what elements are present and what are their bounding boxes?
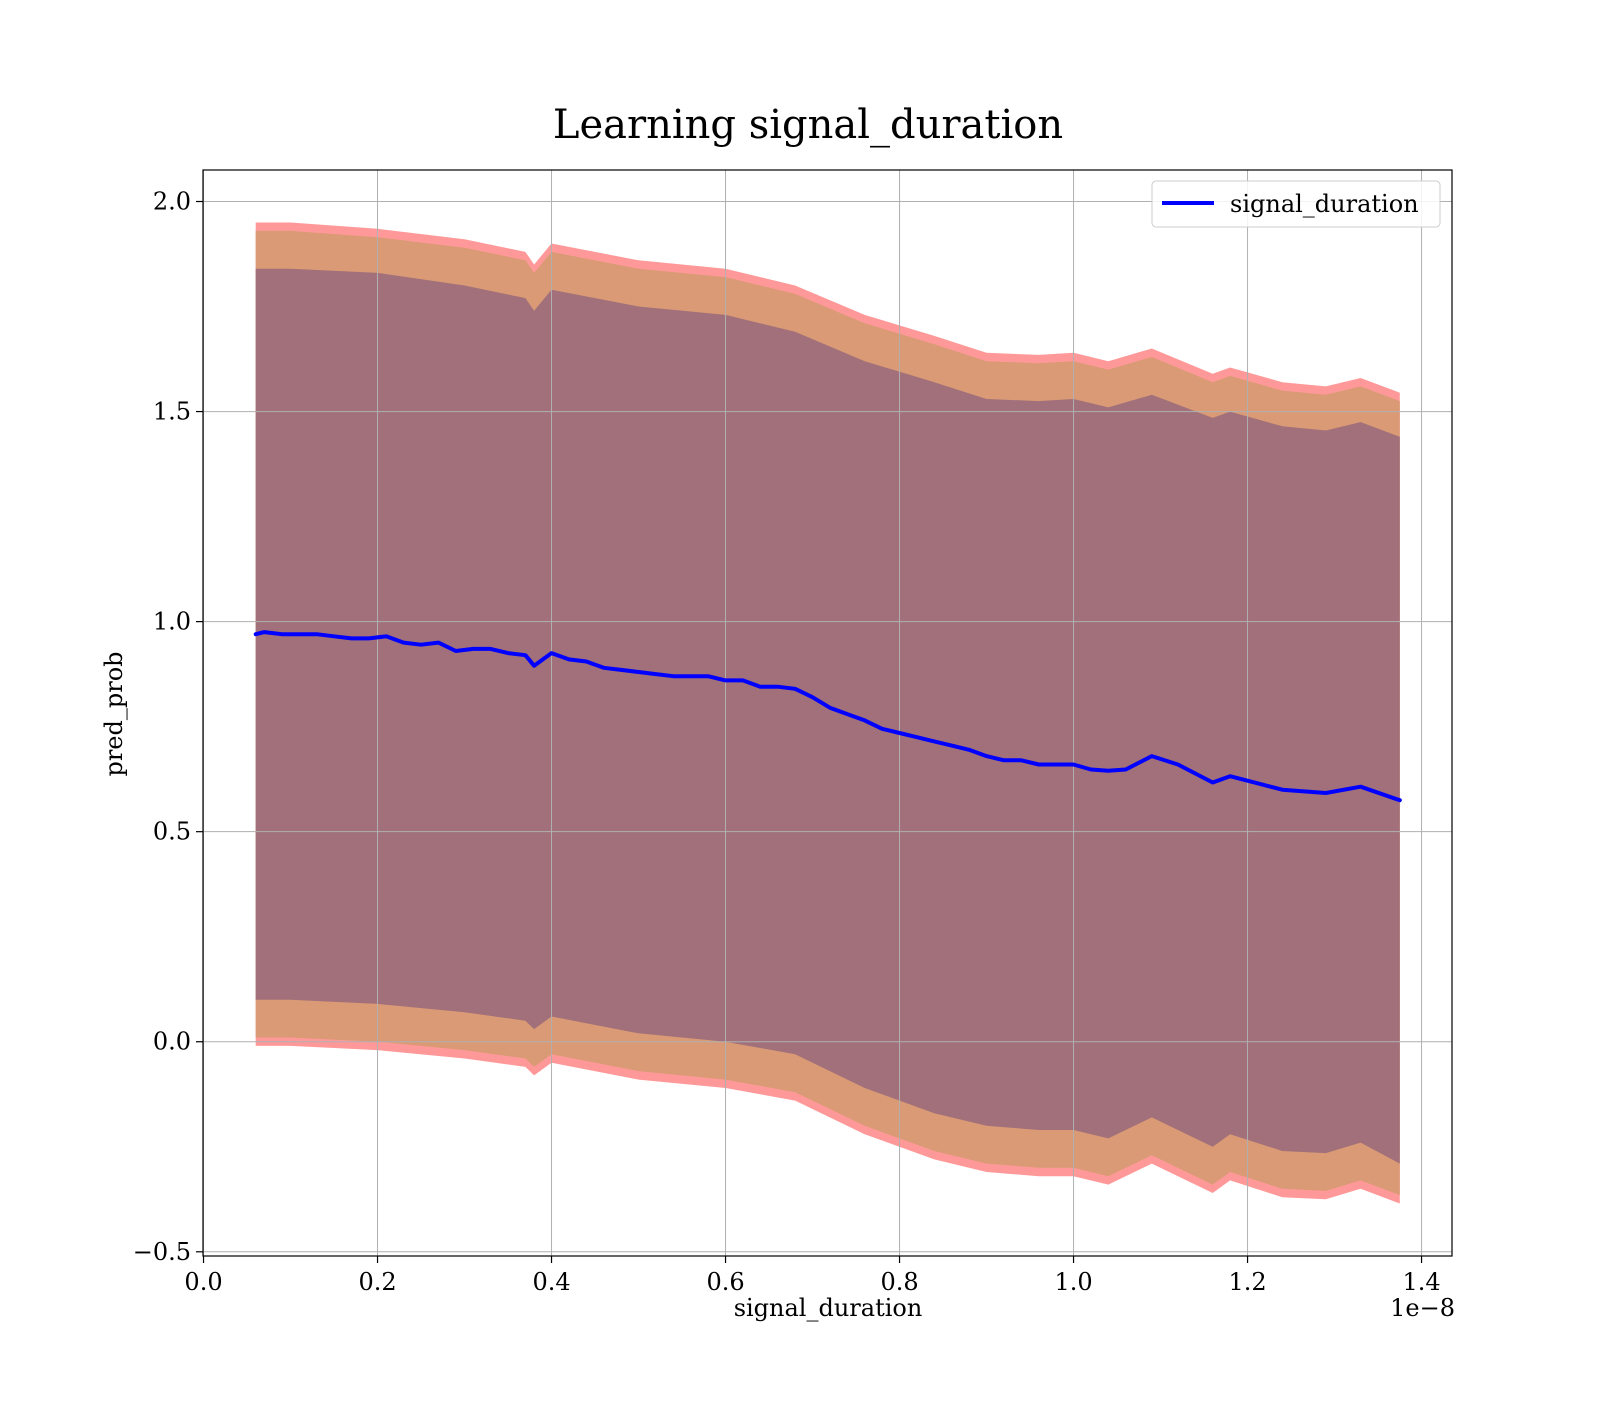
y-tick-label: 2.0 [153,188,191,216]
y-axis-label: pred_prob [100,651,128,776]
chart-title: Learning signal_duration [553,102,1063,148]
series-line [253,630,1402,803]
legend-box [1151,180,1441,228]
plot-frame [202,169,1453,1257]
axis-ticks: 0.0 0.2 0.4 0.6 0.8 1.0 1.2 1.4−0.50.00.51.01.5… [133,188,1441,1296]
x-tick-label: 1.2 [1228,1268,1266,1296]
y-tick-label: 0.5 [153,818,191,846]
x-tick-label: 0.2 [358,1268,396,1296]
confidence-bands [255,222,1400,1204]
y-tick-label: 1.5 [153,398,191,426]
x-tick-label: 1.0 [1054,1268,1092,1296]
y-tick-label: −0.5 [133,1238,191,1266]
y-tick-label: 0.0 [153,1028,191,1056]
x-tick-label: 1.4 [1402,1268,1440,1296]
x-axis-label: signal_duration [734,1294,923,1322]
x-tick-label: 0.8 [880,1268,918,1296]
x-tick-label: 0.4 [532,1268,570,1296]
x-axis-offset-text: 1e−8 [1390,1294,1455,1322]
band-inner [255,268,1400,1164]
x-tick-label: 0.6 [706,1268,744,1296]
y-tick-label: 1.0 [153,608,191,636]
legend: signal_duration [1151,180,1441,228]
x-tick-label: 0.0 [184,1268,222,1296]
series-lines [253,630,1402,803]
legend-label: signal_duration [1230,190,1419,218]
